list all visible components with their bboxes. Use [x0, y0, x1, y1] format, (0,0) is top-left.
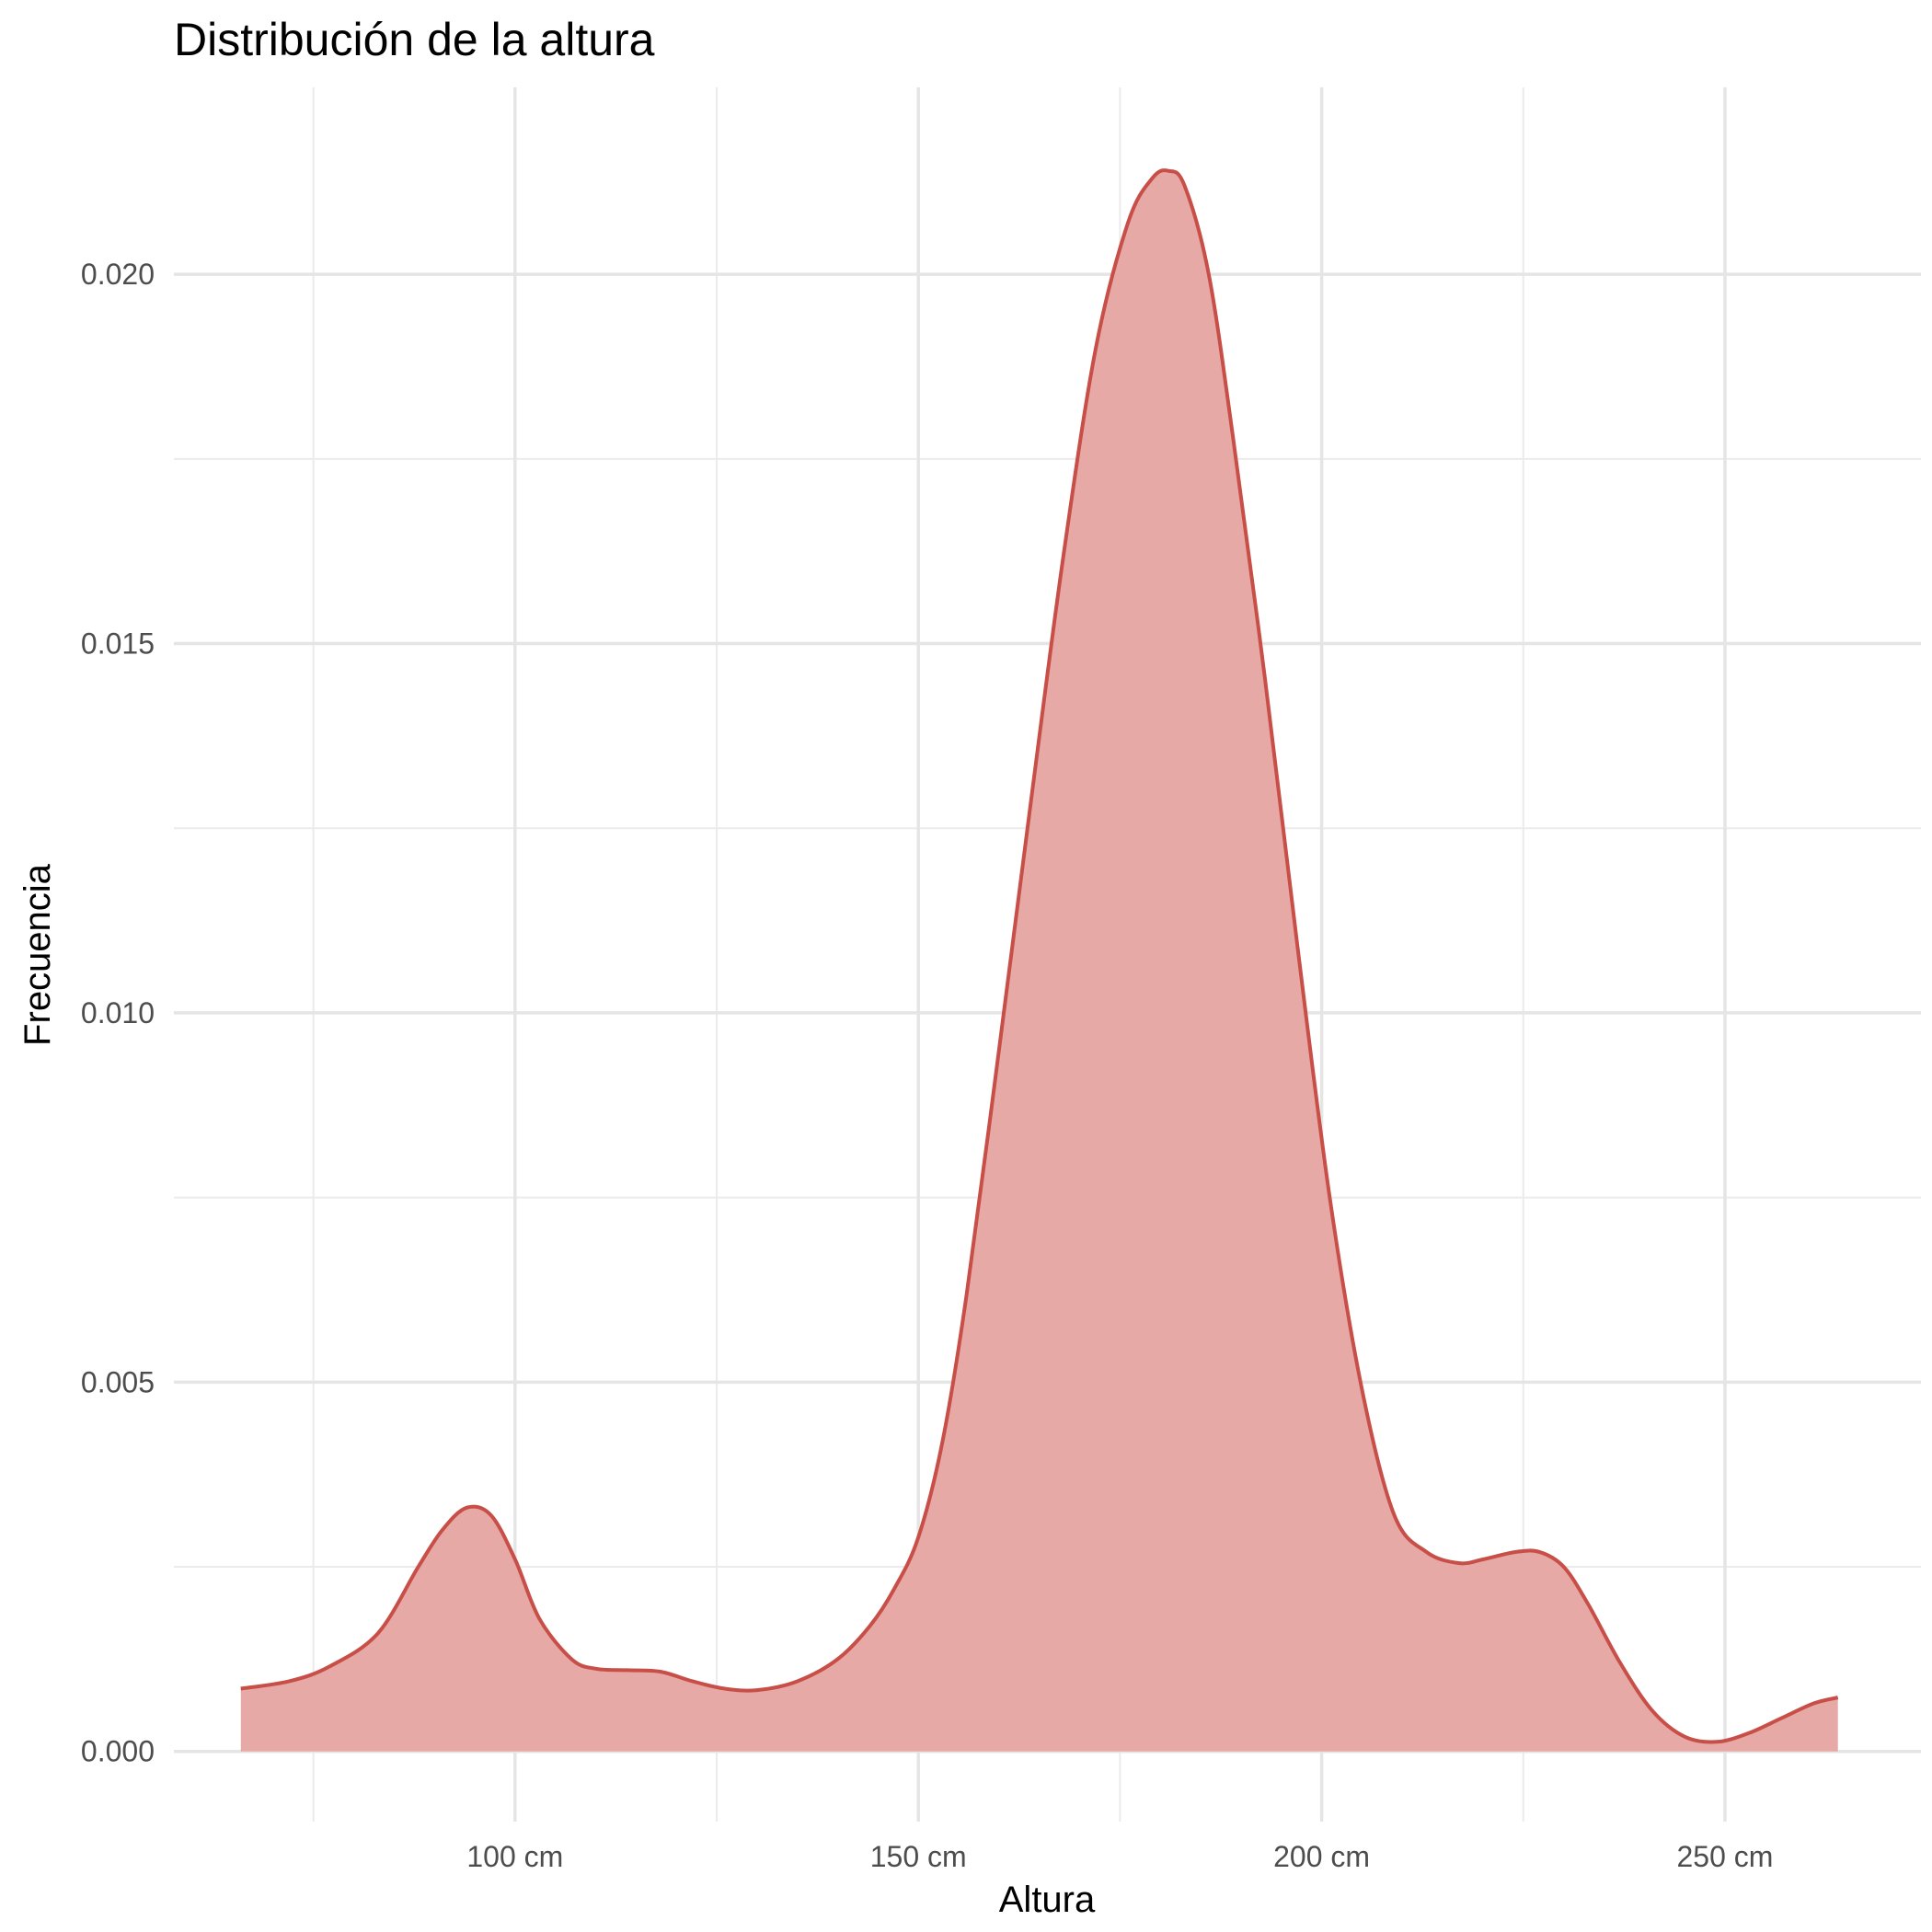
y-tick-label: 0.000	[81, 1735, 155, 1768]
y-tick-label: 0.020	[81, 258, 155, 291]
density-line	[240, 168, 1839, 1744]
x-tick-label: 200 cm	[1273, 1840, 1370, 1873]
y-tick-label: 0.015	[81, 627, 155, 661]
x-tick-label: 250 cm	[1676, 1840, 1773, 1873]
y-axis-tick-labels: 0.000 0.005 0.010 0.015 0.020	[81, 258, 155, 1768]
y-axis-title: Frecuencia	[17, 863, 58, 1046]
x-axis-title: Altura	[999, 1880, 1096, 1920]
y-tick-label: 0.005	[81, 1365, 155, 1398]
x-axis-tick-labels: 100 cm 150 cm 200 cm 250 cm	[466, 1840, 1773, 1873]
x-tick-label: 150 cm	[870, 1840, 967, 1873]
x-tick-label: 100 cm	[466, 1840, 563, 1873]
y-tick-label: 0.010	[81, 996, 155, 1029]
chart-title: Distribución de la altura	[174, 14, 655, 65]
density-area	[240, 170, 1838, 1752]
